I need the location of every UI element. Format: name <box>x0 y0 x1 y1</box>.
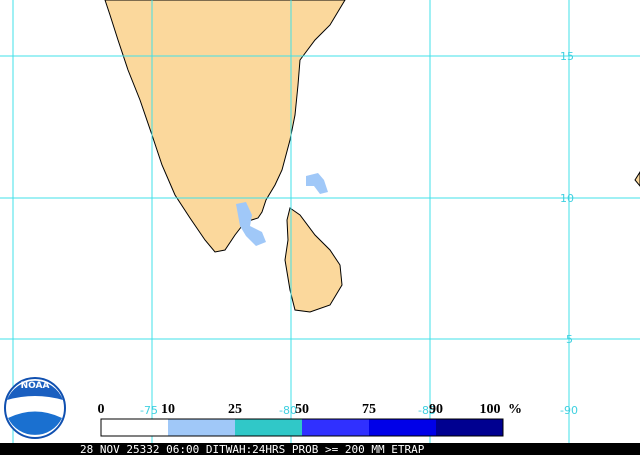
legend-label: 75 <box>362 402 376 417</box>
logo-top <box>7 380 63 400</box>
rain-area <box>306 173 328 194</box>
land-sri-lanka <box>284 207 343 313</box>
lon-label: -90 <box>560 404 578 417</box>
graticule <box>0 0 640 443</box>
legend-swatch <box>235 419 302 436</box>
legend-frame <box>100 418 504 437</box>
footer-bar <box>0 443 640 455</box>
legend-unit: % <box>508 402 522 417</box>
lon-label: -85 <box>418 404 436 417</box>
legend-label: 100 <box>480 402 501 417</box>
legend-label: 50 <box>295 402 309 417</box>
legend-label: 25 <box>228 402 242 417</box>
logo-bottom <box>8 411 62 435</box>
legend-label: 10 <box>161 402 175 417</box>
lat-label: 15 <box>560 50 574 63</box>
legend-swatch <box>369 419 436 436</box>
legend-label: 90 <box>429 402 443 417</box>
rain-area <box>236 202 266 246</box>
lon-label: -75 <box>140 404 158 417</box>
lat-label: 10 <box>560 192 574 205</box>
legend-swatch <box>436 419 503 436</box>
lat-label: 5 <box>566 333 573 346</box>
land-edge <box>634 171 640 187</box>
legend-swatch <box>101 419 168 436</box>
logo-text: NOAA <box>21 381 50 391</box>
legend-label: 0 <box>98 402 105 417</box>
legend-swatch <box>168 419 235 436</box>
logo: NOAA <box>4 377 66 439</box>
legend: 0 10 25 50 75 90 100% <box>98 402 522 437</box>
lon-label: -80 <box>279 404 297 417</box>
footer-text: 28 NOV 25332 06:00 DITWAH:24HRS PROB >= … <box>80 443 425 455</box>
legend-swatch <box>302 419 369 436</box>
